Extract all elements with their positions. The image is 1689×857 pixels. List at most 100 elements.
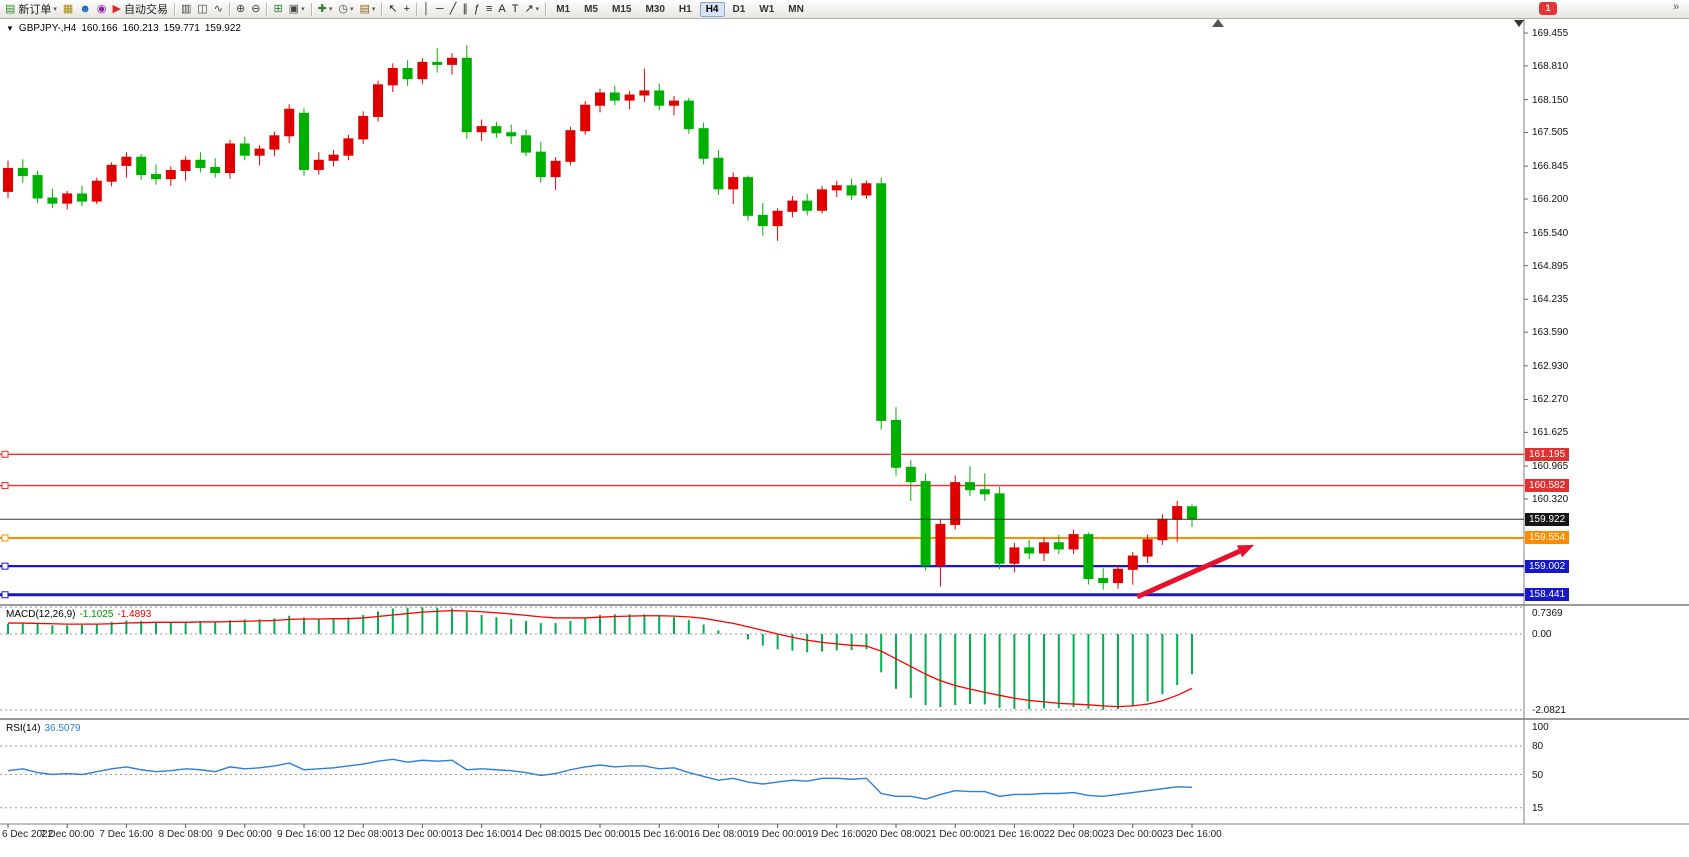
main-toolbar: ▤ 新订单 ▾ ▦ ☻ ◉ ▶ 自动交易 ▥ ◫ ∿ ⊕ ⊖ ⊞ ▣ ▾ ✚ ▾ ◷ ▾ ▤ ▾ ↖ + │ ─ ╱ ∥ ƒ ≡ A T ↗ ▾ M… — [0, 0, 1689, 19]
new-order-button[interactable]: ▤ 新订单 ▾ — [2, 1, 60, 17]
price-axis[interactable] — [1524, 18, 1689, 825]
candle-body — [1113, 568, 1123, 584]
label-button[interactable]: T — [509, 1, 522, 17]
tile-windows-icon: ⊞ — [273, 2, 283, 15]
candle-body — [106, 164, 117, 182]
templates-button[interactable]: ▤ ▾ — [356, 1, 378, 17]
chart-collapse-icon[interactable]: ▼ — [6, 24, 14, 33]
timeframe-d1-button[interactable]: D1 — [732, 3, 746, 15]
timeframe-m5-button[interactable]: M5 — [584, 3, 598, 15]
chart-shift-marker[interactable] — [1212, 19, 1224, 27]
crosshair-button[interactable]: + — [401, 1, 413, 17]
trendline-icon: ╱ — [449, 2, 457, 15]
trend-arrow-head[interactable] — [1236, 544, 1255, 558]
timeframe-h4-button[interactable]: H4 — [699, 1, 725, 17]
tile-windows-button[interactable]: ⊞ — [270, 1, 285, 17]
channel-button[interactable]: ∥ — [459, 1, 471, 17]
candle-body — [550, 160, 561, 178]
candle-body — [757, 214, 768, 227]
candle-body — [1039, 542, 1049, 554]
lines-button[interactable]: ≡ — [483, 1, 495, 17]
toolbar-separator — [381, 2, 383, 16]
zoom-out-button[interactable]: ⊖ — [248, 1, 263, 17]
candle-body — [91, 180, 102, 202]
timeframe-mn-button[interactable]: MN — [788, 3, 804, 15]
trendline-button[interactable]: ╱ — [447, 1, 460, 17]
bar-chart-icon: ▥ — [180, 2, 192, 15]
rsi-indicator-label: RSI(14) 36.5079 — [6, 723, 81, 734]
indicators-button[interactable]: ✚ ▾ — [315, 1, 336, 17]
candle-body — [846, 185, 857, 196]
autotrading-icon: ▶ — [112, 2, 121, 15]
zoom-out-icon: ⊖ — [251, 2, 261, 15]
templates-icon: ▤ — [359, 2, 370, 15]
candle-body — [994, 493, 1005, 564]
line-handle[interactable] — [1, 450, 9, 458]
notification-badge[interactable]: 1 — [1539, 2, 1557, 15]
low-value: 159.771 — [163, 23, 200, 34]
candle-body — [225, 143, 235, 174]
horizontal-line-button[interactable]: ─ — [433, 1, 447, 17]
candle-body — [1068, 534, 1079, 550]
candle-body — [831, 185, 842, 191]
toolbar-separator — [416, 2, 418, 16]
candle-body — [772, 210, 783, 227]
profiles-button[interactable]: ☻ — [76, 1, 94, 17]
arrange-windows-button[interactable]: ▣ ▾ — [286, 1, 308, 17]
toolbar-separator — [545, 2, 547, 16]
candle-body — [210, 166, 221, 174]
candlestick-chart-icon: ◫ — [197, 2, 208, 15]
timeframe-m1-button[interactable]: M1 — [556, 3, 571, 15]
time-axis[interactable] — [0, 825, 1689, 847]
dropdown-caret-icon: ▾ — [535, 6, 540, 13]
candle-body — [1098, 577, 1109, 584]
candle-body — [358, 115, 369, 140]
candle-body — [639, 90, 650, 96]
arrows-button[interactable]: ↗ ▾ — [521, 1, 542, 17]
candle-body — [624, 94, 635, 101]
scroll-to-end-marker[interactable] — [1514, 20, 1524, 27]
candle-body — [802, 200, 813, 211]
candle-body — [136, 156, 147, 176]
arrows-icon: ↗ — [524, 2, 534, 15]
autotrading-button[interactable]: ▶ 自动交易 — [110, 1, 171, 17]
candle-body — [1187, 506, 1197, 520]
trend-arrow-annotation[interactable] — [1136, 549, 1241, 600]
line-handle[interactable] — [1, 562, 9, 570]
line-handle[interactable] — [1, 591, 9, 599]
timeframe-w1-button[interactable]: W1 — [759, 3, 775, 15]
cursor-button[interactable]: ↖ — [385, 1, 400, 17]
candle-body — [1172, 506, 1183, 520]
toolbar-separator — [266, 2, 268, 16]
bar-chart-button[interactable]: ▥ — [178, 1, 194, 17]
line-chart-button[interactable]: ∿ — [211, 1, 226, 17]
dropdown-caret-icon: ▾ — [349, 6, 354, 13]
candle-body — [521, 135, 531, 153]
candle-body — [269, 135, 280, 150]
toolbar-overflow-icon[interactable]: » — [1673, 1, 1680, 13]
zoom-in-button[interactable]: ⊕ — [233, 1, 248, 17]
candle-body — [861, 183, 872, 196]
timeframe-m15-button[interactable]: M15 — [612, 3, 632, 15]
candle-body — [920, 481, 931, 566]
candle-body — [1009, 547, 1020, 564]
macd-name: MACD(12,26,9) — [6, 609, 76, 620]
candle-body — [935, 523, 946, 566]
candle-body — [180, 159, 191, 171]
new-chart-button[interactable]: ▦ — [60, 1, 76, 17]
line-handle[interactable] — [1, 482, 9, 490]
sounds-button[interactable]: ◉ — [94, 1, 110, 17]
profiles-icon: ☻ — [79, 2, 91, 15]
line-handle[interactable] — [1, 534, 9, 542]
timeframe-m30-button[interactable]: M30 — [645, 3, 665, 15]
candle-body — [535, 151, 546, 178]
periods-button[interactable]: ◷ ▾ — [335, 1, 356, 17]
timeframe-h1-button[interactable]: H1 — [678, 3, 692, 15]
vertical-line-button[interactable]: │ — [420, 1, 433, 17]
new-order-button-label: 新订单 — [18, 4, 52, 16]
candlestick-chart-button[interactable]: ◫ — [194, 1, 210, 17]
fibonacci-button[interactable]: ƒ — [471, 1, 483, 17]
toolbar-separator — [173, 2, 175, 16]
text-button[interactable]: A — [495, 1, 508, 17]
